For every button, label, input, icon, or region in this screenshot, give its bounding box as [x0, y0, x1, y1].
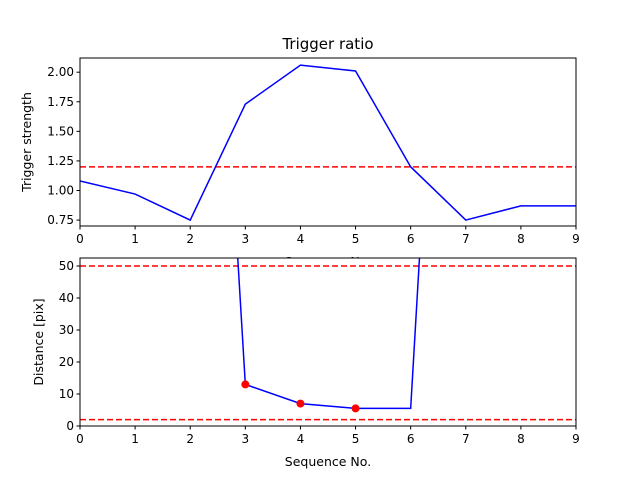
y-tick-label: 30	[59, 323, 74, 337]
x-tick-label: 2	[186, 232, 194, 246]
x-tick-label: 5	[352, 432, 360, 446]
x-tick-label: 6	[407, 432, 415, 446]
x-axis-label: Sequence No.	[285, 454, 371, 469]
y-tick-label: 1.25	[47, 154, 74, 168]
chart-title: Trigger ratio	[281, 35, 373, 53]
y-tick-label: 0.75	[47, 213, 74, 227]
series-line	[80, 64, 576, 222]
data-point-marker	[241, 380, 250, 389]
x-tick-label: 2	[186, 432, 194, 446]
data-point-marker	[351, 404, 360, 413]
x-axis-ticks: 0 1 2 3 4 5 6 7 8 9	[76, 226, 580, 246]
y-tick-label: 2.00	[47, 65, 74, 79]
distance-series	[236, 258, 421, 410]
highlight-markers	[241, 380, 360, 413]
x-tick-label: 4	[297, 232, 305, 246]
x-tick-label: 8	[517, 432, 525, 446]
x-tick-label: 3	[242, 432, 250, 446]
threshold-lines	[80, 265, 576, 421]
y-axis-ticks: 0 10 20 30 40 50	[59, 259, 80, 433]
plot-frame	[79, 257, 577, 427]
x-tick-label: 9	[572, 432, 580, 446]
trigger-ratio-chart: Trigger ratio 0.75 1.00 1.25 1.50 1.75 2.00 0…	[19, 35, 580, 269]
x-tick-label: 0	[76, 232, 84, 246]
y-axis-ticks: 0.75 1.00 1.25 1.50 1.75 2.00	[47, 65, 80, 227]
x-tick-label: 6	[407, 232, 415, 246]
data-point-marker	[296, 399, 305, 408]
y-axis-label: Trigger strength	[19, 92, 34, 193]
x-tick-label: 8	[517, 232, 525, 246]
series-line	[236, 258, 421, 410]
y-tick-label: 50	[59, 259, 74, 273]
plot-frame	[79, 57, 577, 227]
trigger-strength-series	[80, 64, 576, 222]
y-tick-label: 0	[66, 419, 74, 433]
x-tick-label: 7	[462, 432, 470, 446]
y-tick-label: 1.50	[47, 124, 74, 138]
x-tick-label: 4	[297, 432, 305, 446]
y-tick-label: 1.00	[47, 184, 74, 198]
x-tick-label: 0	[76, 432, 84, 446]
y-tick-label: 10	[59, 387, 74, 401]
x-tick-label: 3	[242, 232, 250, 246]
y-axis-label: Distance [pix]	[31, 298, 46, 385]
x-axis-ticks: 0 1 2 3 4 5 6 7 8 9	[76, 426, 580, 446]
y-tick-label: 20	[59, 355, 74, 369]
y-tick-label: 1.75	[47, 95, 74, 109]
x-tick-label: 5	[352, 232, 360, 246]
x-tick-label: 1	[131, 232, 139, 246]
distance-chart: 0 10 20 30 40 50 0 1 2 3 4 5 6 7 8 9 Sequence No. Dist…	[31, 257, 580, 469]
x-tick-label: 9	[572, 232, 580, 246]
x-tick-label: 1	[131, 432, 139, 446]
x-tick-label: 7	[462, 232, 470, 246]
y-tick-label: 40	[59, 291, 74, 305]
